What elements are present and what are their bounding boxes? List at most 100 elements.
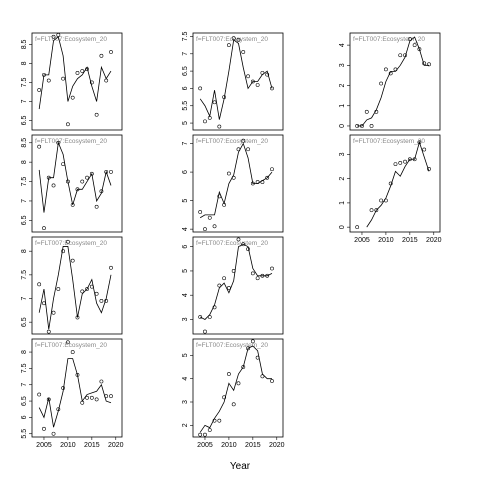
point — [94, 291, 99, 296]
point — [56, 407, 61, 412]
point — [80, 179, 85, 184]
point — [222, 95, 227, 99]
point — [37, 144, 42, 149]
strip-label: f=FLT007:Ecosystem_20 — [35, 342, 107, 349]
point — [75, 71, 80, 75]
point — [236, 38, 241, 42]
point — [384, 198, 388, 203]
y-tick-label: 8 — [21, 350, 28, 354]
strip-label: f=FLT007:Ecosystem_20 — [35, 240, 107, 247]
point — [422, 147, 427, 152]
point — [207, 315, 212, 319]
point — [42, 426, 46, 431]
point — [104, 394, 109, 399]
point — [360, 124, 364, 128]
point — [70, 202, 75, 207]
y-tick-label: 8 — [21, 61, 28, 65]
panel: f=FLT007:Ecosystem_20 6.5 7 7.5 8 8.5 — [21, 32, 123, 131]
point — [70, 258, 75, 263]
point — [109, 169, 113, 174]
point — [364, 109, 369, 114]
point — [203, 227, 207, 232]
panel: f=FLT007:Ecosystem_20 5.5 6 6.5 7 7.5 8 2005 201… — [21, 338, 124, 449]
point — [99, 379, 104, 384]
point — [270, 379, 274, 383]
panel-frame — [192, 338, 284, 438]
point — [231, 36, 236, 41]
point — [56, 140, 61, 145]
point — [270, 266, 274, 271]
point — [217, 418, 222, 423]
point — [222, 276, 227, 281]
y-tick-label: 1 — [339, 104, 346, 108]
point — [412, 43, 417, 48]
y-tick-label: 4 — [339, 43, 346, 47]
point — [198, 315, 203, 319]
point — [46, 78, 51, 83]
point — [109, 265, 113, 270]
y-tick-label: 0 — [339, 225, 346, 229]
panel-frame — [31, 32, 123, 131]
y-tick-label: 7.5 — [21, 363, 28, 373]
fitted-line — [357, 36, 429, 127]
point — [222, 202, 227, 207]
y-tick-label: 3 — [339, 63, 346, 67]
y-tick-label: 7 — [21, 99, 28, 103]
point — [227, 43, 231, 48]
point — [241, 50, 246, 54]
strip-label: f=FLT007:Ecosystem_20 — [353, 138, 425, 145]
point — [198, 432, 203, 437]
y-tick-label: 7 — [182, 52, 189, 56]
y-tick-label: 3 — [182, 317, 189, 321]
y-tick-label: 1 — [339, 201, 346, 205]
y-tick-label: 8 — [21, 249, 28, 253]
point — [355, 124, 360, 128]
point — [89, 80, 94, 85]
point — [85, 67, 89, 72]
point — [388, 181, 393, 186]
point — [61, 386, 66, 390]
point — [236, 381, 241, 386]
point — [422, 61, 427, 66]
strip-label: f=FLT007:Ecosystem_20 — [196, 342, 268, 349]
point — [236, 147, 241, 152]
y-tick-label: 5 — [182, 121, 189, 125]
strip-label: f=FLT007:Ecosystem_20 — [35, 138, 107, 145]
point — [37, 88, 42, 92]
point — [75, 187, 80, 192]
point — [42, 301, 46, 306]
y-tick-label: 3 — [182, 400, 189, 404]
point — [241, 242, 246, 247]
point — [388, 71, 393, 76]
point — [222, 395, 227, 400]
point — [66, 239, 70, 244]
point — [393, 162, 398, 167]
point — [270, 167, 274, 172]
point — [246, 247, 250, 252]
point — [217, 194, 222, 199]
fitted-line — [38, 246, 112, 330]
point — [56, 287, 61, 291]
point — [374, 109, 379, 114]
y-tick-label: 2 — [339, 83, 346, 87]
y-tick-label: 5 — [182, 353, 189, 357]
y-tick-label: 6 — [182, 245, 189, 249]
panel-frame — [192, 32, 284, 131]
y-tick-label: 2 — [339, 177, 346, 181]
panel: f=FLT007:Ecosystem_20 6.5 7 7.5 8 — [21, 236, 123, 335]
y-tick-label: 8.5 — [21, 39, 28, 49]
x-tick-label: 2020 — [269, 442, 285, 449]
x-tick-label: 2010 — [221, 442, 237, 449]
point — [89, 284, 94, 289]
point — [203, 119, 207, 124]
panel-frame — [192, 134, 284, 233]
point — [246, 147, 250, 152]
x-tick-label: 2010 — [378, 237, 394, 244]
panel: f=FLT007:Ecosystem_20 0 1 2 3 4 — [339, 32, 441, 131]
y-tick-label: 0 — [339, 124, 346, 128]
fitted-line — [199, 345, 272, 433]
point — [255, 180, 260, 184]
point — [207, 428, 212, 432]
fitted-line — [38, 36, 112, 110]
